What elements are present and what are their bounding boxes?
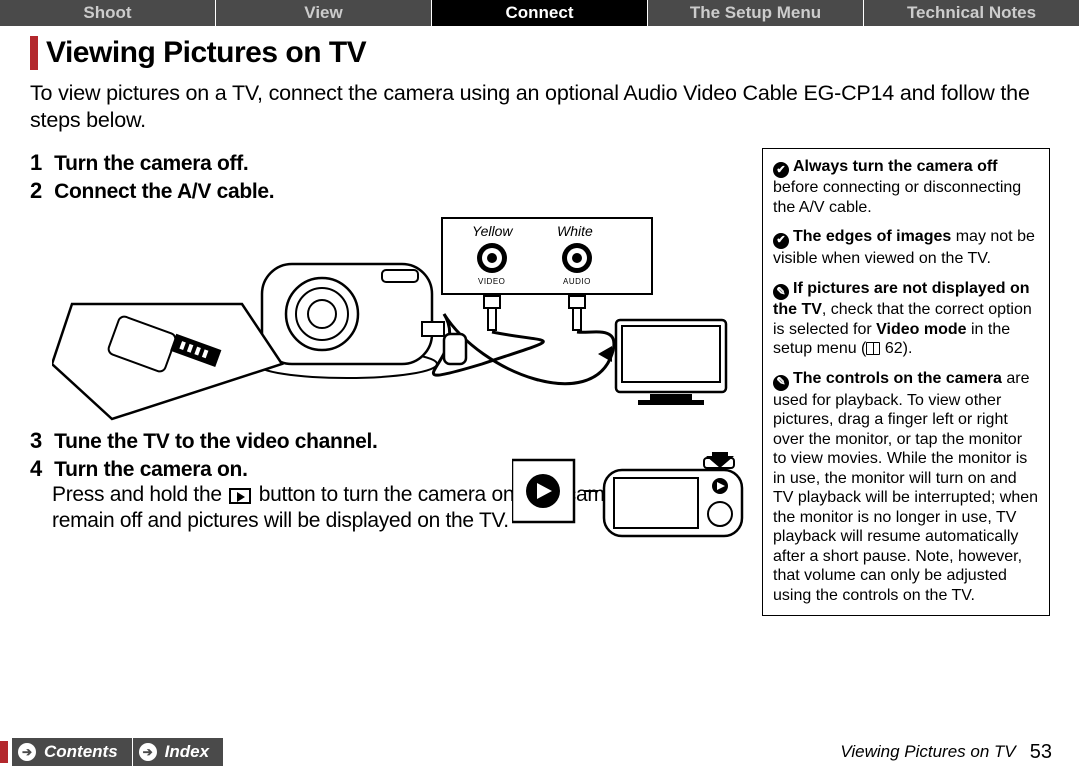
- footer-contents-link[interactable]: ➔ Contents: [12, 738, 133, 766]
- label-audio: AUDIO: [563, 277, 591, 286]
- footer-page-number: 53: [1030, 741, 1052, 764]
- note-turn-off: ✔Always turn the camera off before conne…: [773, 157, 1039, 218]
- av-cable-diagram: Yellow White VIDEO AUDIO: [52, 214, 742, 424]
- note-not-displayed: ✎If pictures are not displayed on the TV…: [773, 279, 1039, 359]
- pencil-icon: ✎: [773, 375, 789, 391]
- arrow-right-icon: ➔: [18, 743, 36, 761]
- playback-button-diagram: [52, 542, 742, 638]
- step-2: 2 Connect the A/V cable.: [30, 178, 742, 204]
- playback-icon: [229, 488, 251, 504]
- footer-index-link[interactable]: ➔ Index: [133, 738, 224, 766]
- label-yellow: Yellow: [472, 223, 513, 239]
- label-video: VIDEO: [478, 277, 505, 286]
- note-edges: ✔The edges of images may not be visible …: [773, 227, 1039, 268]
- footer-section-title: Viewing Pictures on TV: [840, 742, 1015, 762]
- check-icon: ✔: [773, 162, 789, 178]
- intro-text: To view pictures on a TV, connect the ca…: [30, 80, 1050, 134]
- footer-accent-bar: [0, 741, 8, 763]
- pencil-icon: ✎: [773, 284, 789, 300]
- tab-connect[interactable]: Connect: [432, 0, 648, 26]
- step-3: 3 Tune the TV to the video channel.: [30, 428, 742, 454]
- check-icon: ✔: [773, 233, 789, 249]
- title-accent-bar: [30, 36, 38, 70]
- top-tab-bar: Shoot View Connect The Setup Menu Techni…: [0, 0, 1080, 26]
- tab-view[interactable]: View: [216, 0, 432, 26]
- tab-shoot[interactable]: Shoot: [0, 0, 216, 26]
- page-title: Viewing Pictures on TV: [46, 36, 366, 70]
- step-1: 1 Turn the camera off.: [30, 150, 742, 176]
- tab-setup-menu[interactable]: The Setup Menu: [648, 0, 864, 26]
- label-white: White: [557, 223, 593, 239]
- footer-bar: ➔ Contents ➔ Index Viewing Pictures on T…: [0, 738, 1080, 766]
- page-ref-icon: [866, 342, 880, 355]
- page-title-bar: Viewing Pictures on TV: [30, 36, 1050, 70]
- arrow-right-icon: ➔: [139, 743, 157, 761]
- tab-technical-notes[interactable]: Technical Notes: [864, 0, 1080, 26]
